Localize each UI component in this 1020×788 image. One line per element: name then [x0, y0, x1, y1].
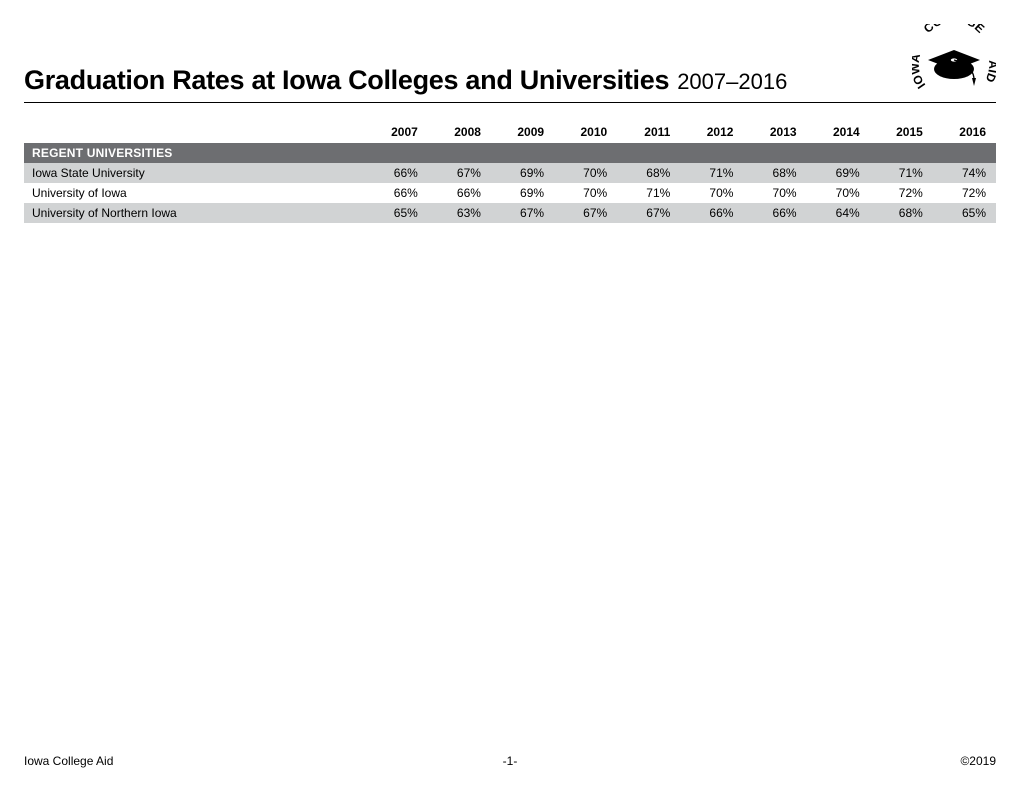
table-cell: 70% — [807, 183, 870, 203]
page-title: Graduation Rates at Iowa Colleges and Un… — [24, 65, 669, 96]
table-row-name: University of Iowa — [24, 183, 365, 203]
table-cell: 67% — [491, 203, 554, 223]
table-cell: 72% — [870, 183, 933, 203]
table-header-year: 2016 — [933, 121, 996, 143]
svg-text:COLLEGE: COLLEGE — [921, 24, 987, 36]
table-cell: 72% — [933, 183, 996, 203]
table-cell: 68% — [870, 203, 933, 223]
page-header: Graduation Rates at Iowa Colleges and Un… — [24, 24, 996, 103]
logo-right-text: AID — [983, 60, 996, 84]
table-row: University of Iowa66%66%69%70%71%70%70%7… — [24, 183, 996, 203]
table-cell: 63% — [428, 203, 491, 223]
table-section-label: REGENT UNIVERSITIES — [24, 143, 996, 163]
title-block: Graduation Rates at Iowa Colleges and Un… — [24, 65, 787, 96]
table-header-year: 2014 — [807, 121, 870, 143]
table-cell: 70% — [554, 183, 617, 203]
table-row: Iowa State University66%67%69%70%68%71%6… — [24, 163, 996, 183]
table-row-name: University of Northern Iowa — [24, 203, 365, 223]
table-cell: 71% — [870, 163, 933, 183]
table-header-year: 2013 — [743, 121, 806, 143]
iowa-college-aid-logo: COLLEGE IOWA AID — [912, 24, 996, 98]
table-header-year: 2009 — [491, 121, 554, 143]
table-header-year: 2015 — [870, 121, 933, 143]
footer-copyright: ©2019 — [960, 754, 996, 768]
table-cell: 69% — [491, 183, 554, 203]
table-header: 2007200820092010201120122013201420152016 — [24, 121, 996, 143]
table-cell: 66% — [743, 203, 806, 223]
table-cell: 65% — [365, 203, 428, 223]
table-cell: 70% — [680, 183, 743, 203]
table-cell: 66% — [365, 163, 428, 183]
table-header-year: 2008 — [428, 121, 491, 143]
table-cell: 67% — [554, 203, 617, 223]
logo-left-text: IOWA — [912, 52, 928, 91]
table-row: University of Northern Iowa65%63%67%67%6… — [24, 203, 996, 223]
table-cell: 64% — [807, 203, 870, 223]
logo-top-text: COLLEGE — [921, 24, 987, 36]
table-header-year: 2007 — [365, 121, 428, 143]
page-footer: Iowa College Aid -1- ©2019 — [24, 754, 996, 768]
grad-cap-icon — [928, 50, 980, 86]
table-cell: 69% — [807, 163, 870, 183]
table-row-name: Iowa State University — [24, 163, 365, 183]
table-cell: 71% — [617, 183, 680, 203]
table-cell: 68% — [617, 163, 680, 183]
graduation-rates-table: 2007200820092010201120122013201420152016… — [24, 121, 996, 223]
table-cell: 67% — [617, 203, 680, 223]
table-cell: 65% — [933, 203, 996, 223]
table-cell: 70% — [743, 183, 806, 203]
table-header-year: 2011 — [617, 121, 680, 143]
table-cell: 69% — [491, 163, 554, 183]
table-cell: 68% — [743, 163, 806, 183]
table-cell: 67% — [428, 163, 491, 183]
table-cell: 70% — [554, 163, 617, 183]
footer-page-number: -1- — [503, 754, 518, 768]
table-cell: 74% — [933, 163, 996, 183]
table-section-row: REGENT UNIVERSITIES — [24, 143, 996, 163]
svg-text:AID: AID — [983, 60, 996, 84]
table-cell: 66% — [680, 203, 743, 223]
table-cell: 66% — [365, 183, 428, 203]
page-title-years: 2007–2016 — [677, 69, 787, 95]
table-header-year: 2012 — [680, 121, 743, 143]
table-header-year: 2010 — [554, 121, 617, 143]
svg-text:IOWA: IOWA — [912, 52, 928, 91]
table-header-name — [24, 121, 365, 143]
footer-left: Iowa College Aid — [24, 754, 113, 768]
table-cell: 66% — [428, 183, 491, 203]
table-cell: 71% — [680, 163, 743, 183]
